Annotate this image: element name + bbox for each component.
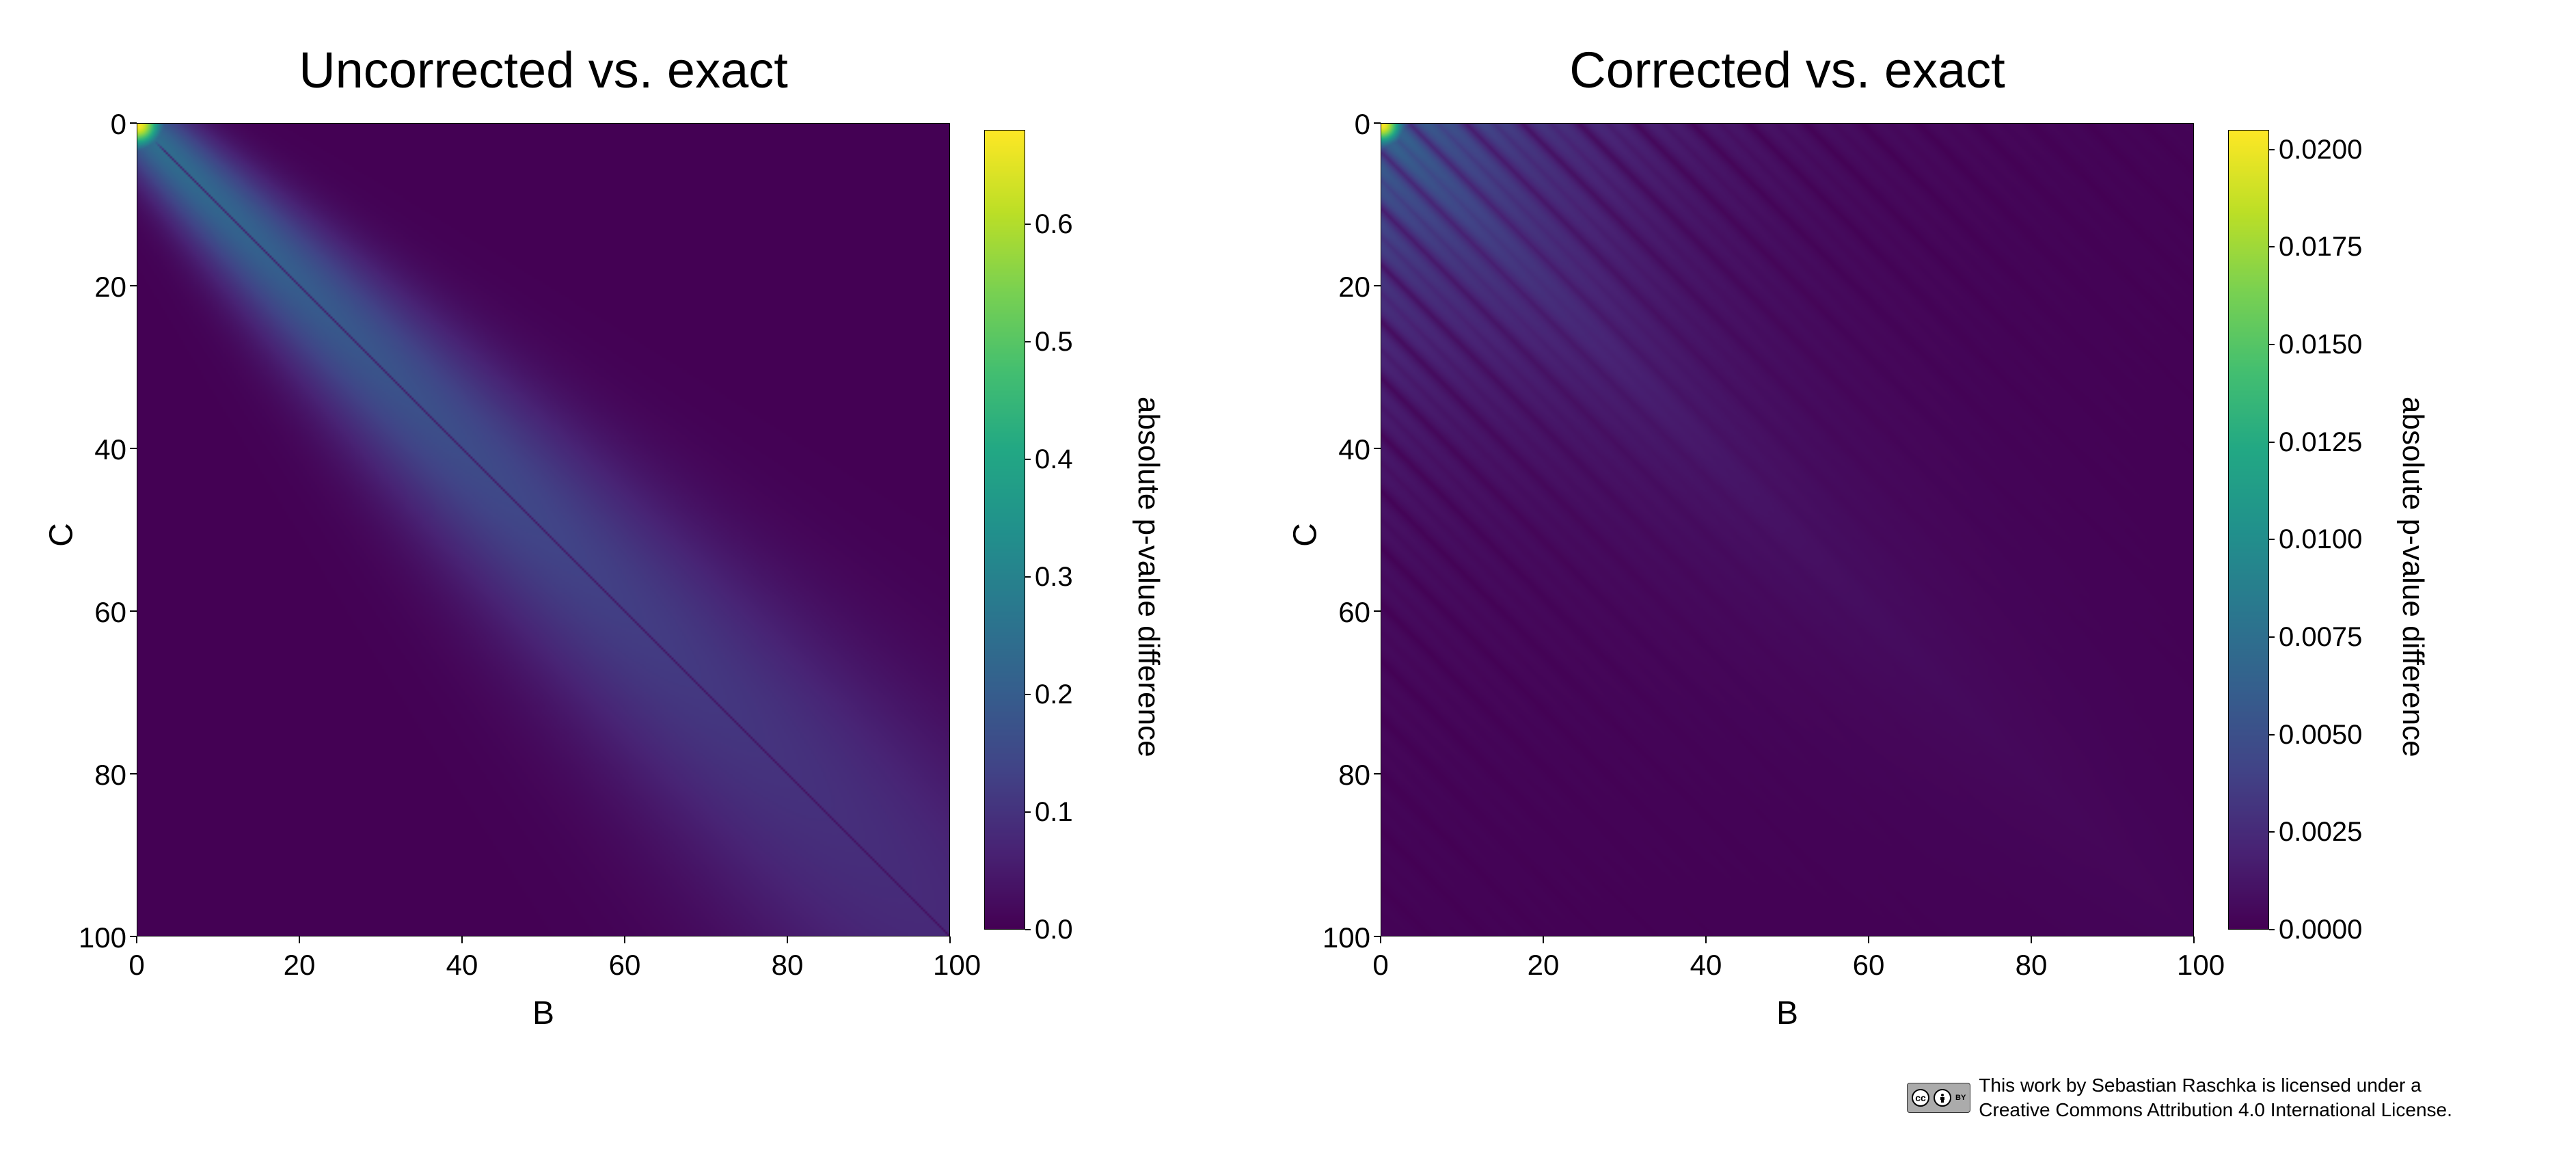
xlabel-right: B xyxy=(1381,995,2194,1032)
colorbar-tick-label: 0.6 xyxy=(1035,209,1073,240)
colorbar-label-right: absolute p-value difference xyxy=(2396,396,2430,670)
colorbar-tick-label: 0.0 xyxy=(1035,915,1073,945)
colorbar-tick-label: 0.0200 xyxy=(2279,135,2362,165)
colorbar-tick-label: 0.5 xyxy=(1035,327,1073,358)
colorbar-right xyxy=(2228,130,2269,930)
x-tick-label: 40 xyxy=(1689,949,1723,982)
y-tick-label: 40 xyxy=(75,433,126,466)
colorbar-tick-label: 0.0175 xyxy=(2279,232,2362,262)
attribution-line2: Creative Commons Attribution 4.0 Interna… xyxy=(1979,1098,2452,1122)
y-tick-label: 60 xyxy=(75,596,126,629)
cc-cc-icon: cc xyxy=(1912,1089,1929,1107)
x-tick-label: 80 xyxy=(770,949,804,982)
x-tick-label: 100 xyxy=(933,949,967,982)
y-tick-label: 100 xyxy=(75,921,126,954)
y-tick-label: 20 xyxy=(1319,271,1370,304)
colorbar-tick-label: 0.2 xyxy=(1035,679,1073,710)
ylabel-left: C xyxy=(43,522,81,549)
x-tick-label: 0 xyxy=(1364,949,1398,982)
x-tick-label: 80 xyxy=(2014,949,2048,982)
y-tick-label: 0 xyxy=(1319,108,1370,141)
cc-badge: cc BY xyxy=(1907,1083,1970,1113)
colorbar-label-left: absolute p-value difference xyxy=(1131,396,1165,670)
colorbar-tick-label: 0.0000 xyxy=(2279,915,2362,945)
colorbar-tick-label: 0.0125 xyxy=(2279,427,2362,458)
panel-left-title: Uncorrected vs. exact xyxy=(137,41,950,99)
colorbar-tick-label: 0.0025 xyxy=(2279,817,2362,848)
heatmap-left xyxy=(137,123,950,936)
y-tick-label: 40 xyxy=(1319,433,1370,466)
ylabel-right: C xyxy=(1287,522,1325,549)
cc-by-icon xyxy=(1934,1089,1951,1107)
y-tick-label: 80 xyxy=(75,759,126,792)
attribution: cc BY This work by Sebastian Raschka is … xyxy=(1907,1073,2452,1123)
colorbar-tick-label: 0.0100 xyxy=(2279,524,2362,555)
y-tick-label: 0 xyxy=(75,108,126,141)
cc-by-text: BY xyxy=(1955,1094,1966,1102)
x-tick-label: 0 xyxy=(120,949,154,982)
y-tick-label: 100 xyxy=(1319,921,1370,954)
x-tick-label: 60 xyxy=(608,949,642,982)
colorbar-tick-label: 0.1 xyxy=(1035,797,1073,828)
figure-container: Uncorrected vs. exact 0 20 40 60 80 100 0 20 40… xyxy=(0,0,2576,1160)
colorbar-tick-label: 0.4 xyxy=(1035,444,1073,475)
x-tick-label: 20 xyxy=(282,949,316,982)
y-tick-label: 60 xyxy=(1319,596,1370,629)
colorbar-tick-label: 0.0075 xyxy=(2279,622,2362,653)
colorbar-tick-label: 0.0150 xyxy=(2279,329,2362,360)
xlabel-left: B xyxy=(137,995,950,1032)
colorbar-tick-label: 0.3 xyxy=(1035,562,1073,593)
x-tick-label: 100 xyxy=(2177,949,2211,982)
attribution-text: This work by Sebastian Raschka is licens… xyxy=(1979,1073,2452,1123)
x-tick-label: 40 xyxy=(445,949,479,982)
y-tick-label: 20 xyxy=(75,271,126,304)
panel-right-title: Corrected vs. exact xyxy=(1381,41,2194,99)
x-tick-label: 20 xyxy=(1526,949,1560,982)
heatmap-right xyxy=(1381,123,2194,936)
y-tick-label: 80 xyxy=(1319,759,1370,792)
colorbar-tick-label: 0.0050 xyxy=(2279,720,2362,751)
x-tick-label: 60 xyxy=(1852,949,1886,982)
attribution-line1: This work by Sebastian Raschka is licens… xyxy=(1979,1073,2452,1098)
colorbar-left xyxy=(984,130,1025,930)
